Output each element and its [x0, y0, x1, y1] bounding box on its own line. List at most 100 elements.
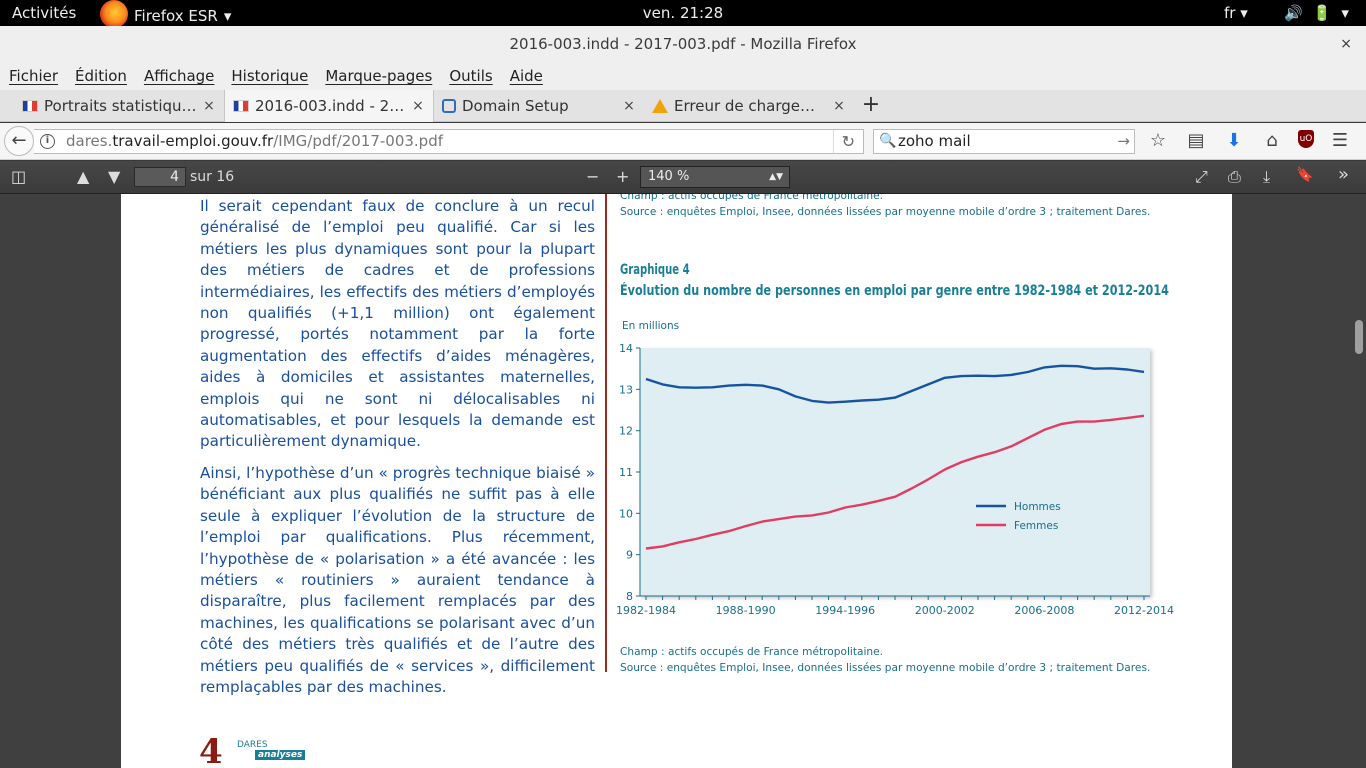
page-number: 4	[199, 732, 223, 768]
legend-label: Femmes	[1014, 520, 1058, 532]
more-tools-icon[interactable]: »	[1338, 164, 1350, 185]
logo-top: DARES	[237, 740, 268, 750]
y-tick-label: 9	[626, 549, 633, 562]
sidebar-toggle-icon[interactable]: ◫	[11, 167, 27, 186]
graph-label: Graphique 4	[620, 262, 690, 278]
tab-label: Erreur de charge…	[674, 97, 816, 115]
menu-affichage[interactable]: Affichage	[143, 67, 215, 85]
champ-note: Champ : actifs occupés de France métropo…	[620, 646, 884, 658]
x-tick-label: 1994-1996	[815, 604, 875, 617]
tab-domain-setup[interactable]: Domain Setup ×	[434, 90, 644, 122]
arrow-right-icon[interactable]: →	[1117, 132, 1130, 150]
previous-page-icon[interactable]: ▲	[77, 167, 90, 186]
series-line-hommes	[645, 364, 1145, 404]
mail-favicon-icon	[442, 99, 456, 113]
zoom-select[interactable]: 140 % ▲▼	[640, 166, 790, 188]
bookmark-icon[interactable]: 🔖	[1296, 167, 1314, 183]
tab-bar: Portraits statistiqu… × 2016-003.indd - …	[0, 90, 1366, 122]
y-tick-label: 8	[626, 590, 633, 603]
menu-aide[interactable]: Aide	[509, 67, 543, 85]
navigation-bar: ← i dares.travail-emploi.gouv.fr/IMG/pdf…	[0, 123, 1366, 160]
url-prefix: dares.	[66, 132, 113, 150]
url-bar[interactable]: i dares.travail-emploi.gouv.fr/IMG/pdf/2…	[34, 129, 864, 154]
clock-label[interactable]: ven. 21:28	[642, 4, 724, 22]
hamburger-menu-icon[interactable]: ☰	[1331, 130, 1349, 151]
legend: Hommes Femmes	[976, 501, 1061, 532]
pdf-viewer[interactable]: Il serait cependant faux de conclure à u…	[0, 194, 1366, 768]
home-icon[interactable]: ⌂	[1266, 130, 1278, 151]
source-note: Source : enquêtes Emploi, Insee, données…	[620, 206, 1151, 218]
menu-marque-pages[interactable]: Marque-pages	[325, 67, 433, 85]
volume-icon: 🔊	[1284, 4, 1303, 22]
battery-icon: 🔋	[1312, 4, 1332, 22]
legend-label: Hommes	[1014, 501, 1061, 513]
chevron-down-icon: ▾	[1240, 4, 1248, 22]
next-page-icon[interactable]: ▼	[108, 167, 121, 186]
dares-logo: DARES analyses	[237, 740, 306, 760]
paragraph: Ainsi, l’hypothèse d’un « progrès techni…	[200, 463, 595, 696]
page-number-input[interactable]: 4	[134, 167, 186, 187]
bookmark-star-icon[interactable]: ☆	[1149, 130, 1167, 151]
new-tab-button[interactable]: +	[861, 92, 881, 117]
tab-pdf[interactable]: 2016-003.indd - 2… ×	[224, 90, 434, 122]
pdf-toolbar: ◫ ▲ ▼ 4 sur 16 − + 140 % ▲▼ ⤢ ⎙ ⤓ 🔖 »	[0, 161, 1366, 194]
series-lines	[645, 364, 1145, 550]
tab-erreur[interactable]: Erreur de charge… ×	[644, 90, 854, 122]
back-button[interactable]: ←	[4, 126, 34, 156]
menu-historique[interactable]: Historique	[231, 67, 309, 85]
flag-favicon-icon	[233, 100, 249, 112]
menu-edition[interactable]: Édition	[75, 67, 127, 85]
zoom-in-icon[interactable]: +	[616, 167, 630, 186]
chevron-down-icon: ▾	[223, 7, 232, 25]
fullscreen-icon[interactable]: ⤢	[1195, 167, 1208, 186]
y-tick-label: 13	[619, 383, 633, 396]
url-path: /IMG/pdf/2017-003.pdf	[273, 132, 444, 150]
ublock-icon[interactable]: uO	[1298, 130, 1314, 148]
x-tick-label: 2006-2008	[1014, 604, 1074, 617]
line-chart: En millions 8 9 10 11 12 13 14 1982-1984 1988-1…	[616, 320, 1174, 617]
graph-title: Évolution du nombre de personnes en empl…	[620, 283, 1169, 299]
plot-background	[640, 348, 1150, 596]
champ-note: Champ : actifs occupés de France métropo…	[620, 194, 884, 202]
zoom-out-icon[interactable]: −	[586, 167, 600, 186]
close-tab-icon[interactable]: ×	[833, 98, 845, 114]
search-input[interactable]: zoho mail	[898, 132, 971, 150]
activities-button[interactable]: Activités	[12, 4, 77, 22]
app-menu[interactable]: Firefox ESR ▾	[100, 0, 232, 28]
window-title: 2016-003.indd - 2017-003.pdf - Mozilla F…	[509, 35, 857, 53]
language-label: fr	[1224, 4, 1236, 22]
close-tab-icon[interactable]: ×	[203, 98, 215, 114]
close-tab-icon[interactable]: ×	[412, 98, 424, 114]
download-icon[interactable]: ⬇	[1226, 130, 1242, 151]
reload-icon[interactable]: ↻	[832, 130, 855, 153]
menu-outils[interactable]: Outils	[449, 67, 493, 85]
x-tick-label: 2000-2002	[915, 604, 975, 617]
page-count: sur 16	[190, 169, 235, 185]
source-note-top: Champ : actifs occupés de France métropo…	[620, 194, 1150, 220]
series-line-femmes	[645, 414, 1145, 550]
warning-favicon-icon	[652, 99, 668, 113]
tab-portraits[interactable]: Portraits statistiqu… ×	[14, 90, 224, 122]
scrollbar-thumb[interactable]	[1355, 320, 1363, 354]
menu-fichier[interactable]: Fichier	[9, 67, 59, 85]
paragraph: Il serait cependant faux de conclure à u…	[200, 197, 595, 451]
reading-list-icon[interactable]: ▤	[1187, 130, 1205, 151]
search-bar[interactable]: 🔍 zoho mail →	[873, 129, 1135, 154]
nav-toolbar-icons: ☆ ▤ ⬇ ⌂ uO ☰	[1146, 130, 1352, 151]
window-titlebar: 2016-003.indd - 2017-003.pdf - Mozilla F…	[0, 26, 1366, 64]
x-tick-label: 1982-1984	[616, 604, 676, 617]
y-tick-label: 11	[619, 466, 633, 479]
app-name: Firefox ESR	[134, 7, 218, 25]
x-tick-label: 1988-1990	[716, 604, 776, 617]
y-tick-label: 14	[619, 342, 633, 355]
system-menu[interactable]: 🔊 🔋 ▾	[1284, 4, 1349, 22]
print-icon[interactable]: ⎙	[1228, 167, 1241, 186]
menu-bar: Fichier Édition Affichage Historique Mar…	[0, 64, 1366, 90]
body-text: Il serait cependant faux de conclure à u…	[200, 196, 595, 708]
info-icon[interactable]: i	[40, 134, 55, 149]
close-tab-icon[interactable]: ×	[623, 98, 635, 114]
save-icon[interactable]: ⤓	[1263, 167, 1271, 186]
close-window-icon[interactable]: ×	[1340, 36, 1352, 52]
language-menu[interactable]: fr ▾	[1224, 4, 1248, 22]
x-tick-label: 2012-2014	[1114, 604, 1174, 617]
